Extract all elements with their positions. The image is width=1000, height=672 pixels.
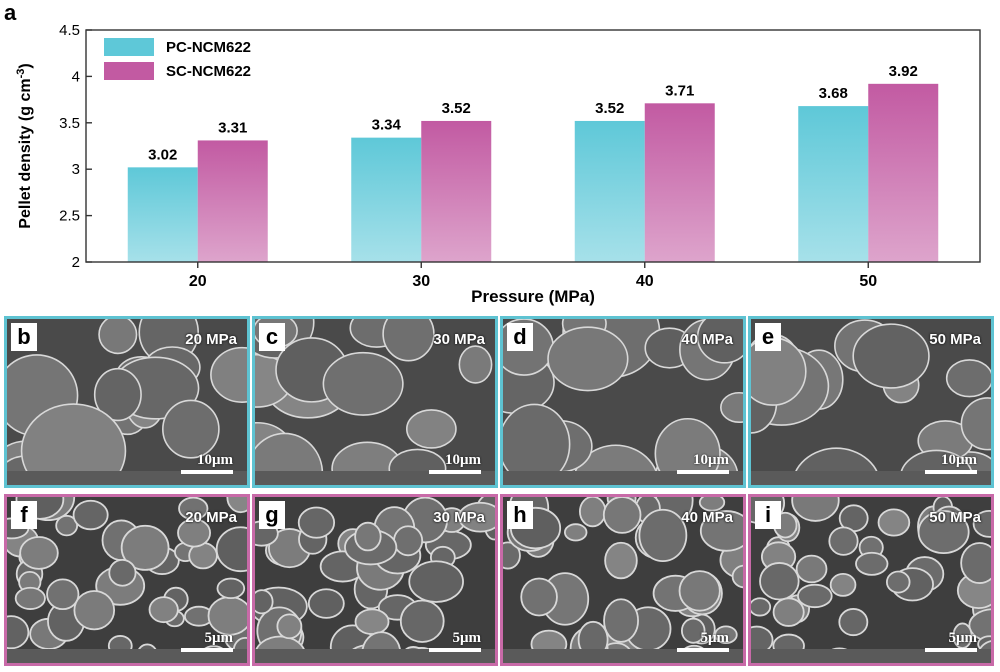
legend: PC-NCM622 SC-NCM622 [104, 38, 251, 80]
data-labels-layer: 3.02 3.31 3.34 3.52 3.52 3.71 3.68 3.92 [148, 63, 918, 164]
legend-swatch-pc [104, 38, 154, 56]
x-axis: 20 30 40 50 [189, 262, 877, 290]
panel-letter-g: g [259, 501, 285, 529]
sem-panel-e: e 50 MPa 10μm [748, 316, 994, 488]
sem-panel-c: c 30 MPa 10μm [252, 316, 498, 488]
bar-sc-50 [868, 83, 939, 262]
y-tick-label-4: 4 [72, 68, 80, 85]
bar-pc-20 [127, 167, 198, 262]
y-tick-label-2.5: 2.5 [59, 208, 80, 225]
panel-pressure-label: 20 MPa [185, 331, 237, 348]
sem-micrograph-e [751, 319, 991, 485]
data-label-sc-30: 3.52 [442, 100, 471, 117]
legend-label-pc: PC-NCM622 [166, 39, 251, 56]
scale-bar [181, 648, 233, 652]
legend-swatch-sc [104, 62, 154, 80]
bar-pc-40 [574, 120, 645, 262]
bar-pc-50 [798, 106, 869, 262]
panel-pressure-label: 50 MPa [929, 509, 981, 526]
x-axis-label: Pressure (MPa) [471, 287, 595, 306]
x-tick-label-50: 50 [859, 273, 877, 290]
bar-sc-20 [197, 140, 268, 262]
scale-bar [925, 470, 977, 474]
panel-letter-h: h [507, 501, 533, 529]
panel-pressure-label: 30 MPa [433, 331, 485, 348]
bar-sc-40 [644, 103, 715, 262]
sem-panel-g: g 30 MPa 5μm [252, 494, 498, 666]
panel-letter-b: b [11, 323, 37, 351]
panel-pressure-label: 50 MPa [929, 331, 981, 348]
y-tick-label-3: 3 [72, 161, 80, 178]
y-axis-label: Pellet density (g cm-3) [15, 63, 34, 228]
scale-bar [181, 470, 233, 474]
bar-pc-30 [351, 137, 422, 262]
scale-bar-label: 5μm [948, 630, 978, 646]
data-label-pc-40: 3.52 [595, 100, 624, 117]
y-tick-label-2: 2 [72, 254, 80, 271]
sem-row-sc: f 20 MPa 5μm g 30 MPa 5μm h 40 MPa 5μm i 50 MPa 5μm [0, 494, 1000, 666]
scale-bar [677, 470, 729, 474]
data-label-pc-20: 3.02 [148, 146, 177, 163]
legend-label-sc: SC-NCM622 [166, 63, 251, 80]
scale-bar-label: 5μm [700, 630, 730, 646]
panel-pressure-label: 40 MPa [681, 331, 733, 348]
y-tick-label-4.5: 4.5 [59, 22, 80, 39]
data-label-sc-50: 3.92 [889, 63, 918, 80]
sem-micrograph-b [7, 319, 247, 485]
y-axis: 2 2.5 3 3.5 4 4.5 [59, 22, 92, 271]
sem-micrograph-h [503, 497, 743, 663]
panel-pressure-label: 40 MPa [681, 509, 733, 526]
scale-bar-label: 10μm [693, 452, 729, 468]
scale-bar [677, 648, 729, 652]
plot-frame [85, 29, 981, 263]
panel-pressure-label: 30 MPa [433, 509, 485, 526]
sem-panel-h: h 40 MPa 5μm [500, 494, 746, 666]
sem-panel-b: b 20 MPa 10μm [4, 316, 250, 488]
scale-bar-label: 10μm [941, 452, 977, 468]
panel-pressure-label: 20 MPa [185, 509, 237, 526]
panel-letter-e: e [755, 323, 781, 351]
bars-layer [127, 83, 939, 262]
scale-bar-label: 5μm [204, 630, 234, 646]
scale-bar-label: 10μm [197, 452, 233, 468]
bar-sc-30 [421, 120, 492, 262]
x-tick-label-20: 20 [189, 273, 207, 290]
scale-bar [429, 470, 481, 474]
sem-panel-d: d 40 MPa 10μm [500, 316, 746, 488]
panel-letter-i: i [755, 501, 781, 529]
sem-panel-i: i 50 MPa 5μm [748, 494, 994, 666]
scale-bar [429, 648, 481, 652]
sem-micrograph-c [255, 319, 495, 485]
scale-bar-label: 5μm [452, 630, 482, 646]
panel-letter-d: d [507, 323, 533, 351]
sem-row-pc: b 20 MPa 10μm c 30 MPa 10μm d 40 MPa 10μm e 50 MPa… [0, 316, 1000, 488]
x-tick-label-40: 40 [636, 273, 654, 290]
data-label-pc-50: 3.68 [819, 85, 848, 102]
panel-letter-c: c [259, 323, 285, 351]
sem-micrograph-f [7, 497, 247, 663]
data-label-pc-30: 3.34 [372, 117, 402, 134]
sem-panel-f: f 20 MPa 5μm [4, 494, 250, 666]
data-label-sc-40: 3.71 [665, 82, 694, 99]
data-label-sc-20: 3.31 [218, 119, 247, 136]
panel-letter-a: a [4, 0, 17, 25]
panel-letter-f: f [11, 501, 37, 529]
pellet-density-chart: a 3.02 3.31 3.34 3.52 3.52 3.71 3.68 3.92 2 2.5 3… [4, 0, 981, 306]
scale-bar-label: 10μm [445, 452, 481, 468]
y-tick-label-3.5: 3.5 [59, 115, 80, 132]
scale-bar [925, 648, 977, 652]
sem-micrograph-g [255, 497, 495, 663]
x-tick-label-30: 30 [412, 273, 430, 290]
sem-micrograph-i [751, 497, 991, 663]
